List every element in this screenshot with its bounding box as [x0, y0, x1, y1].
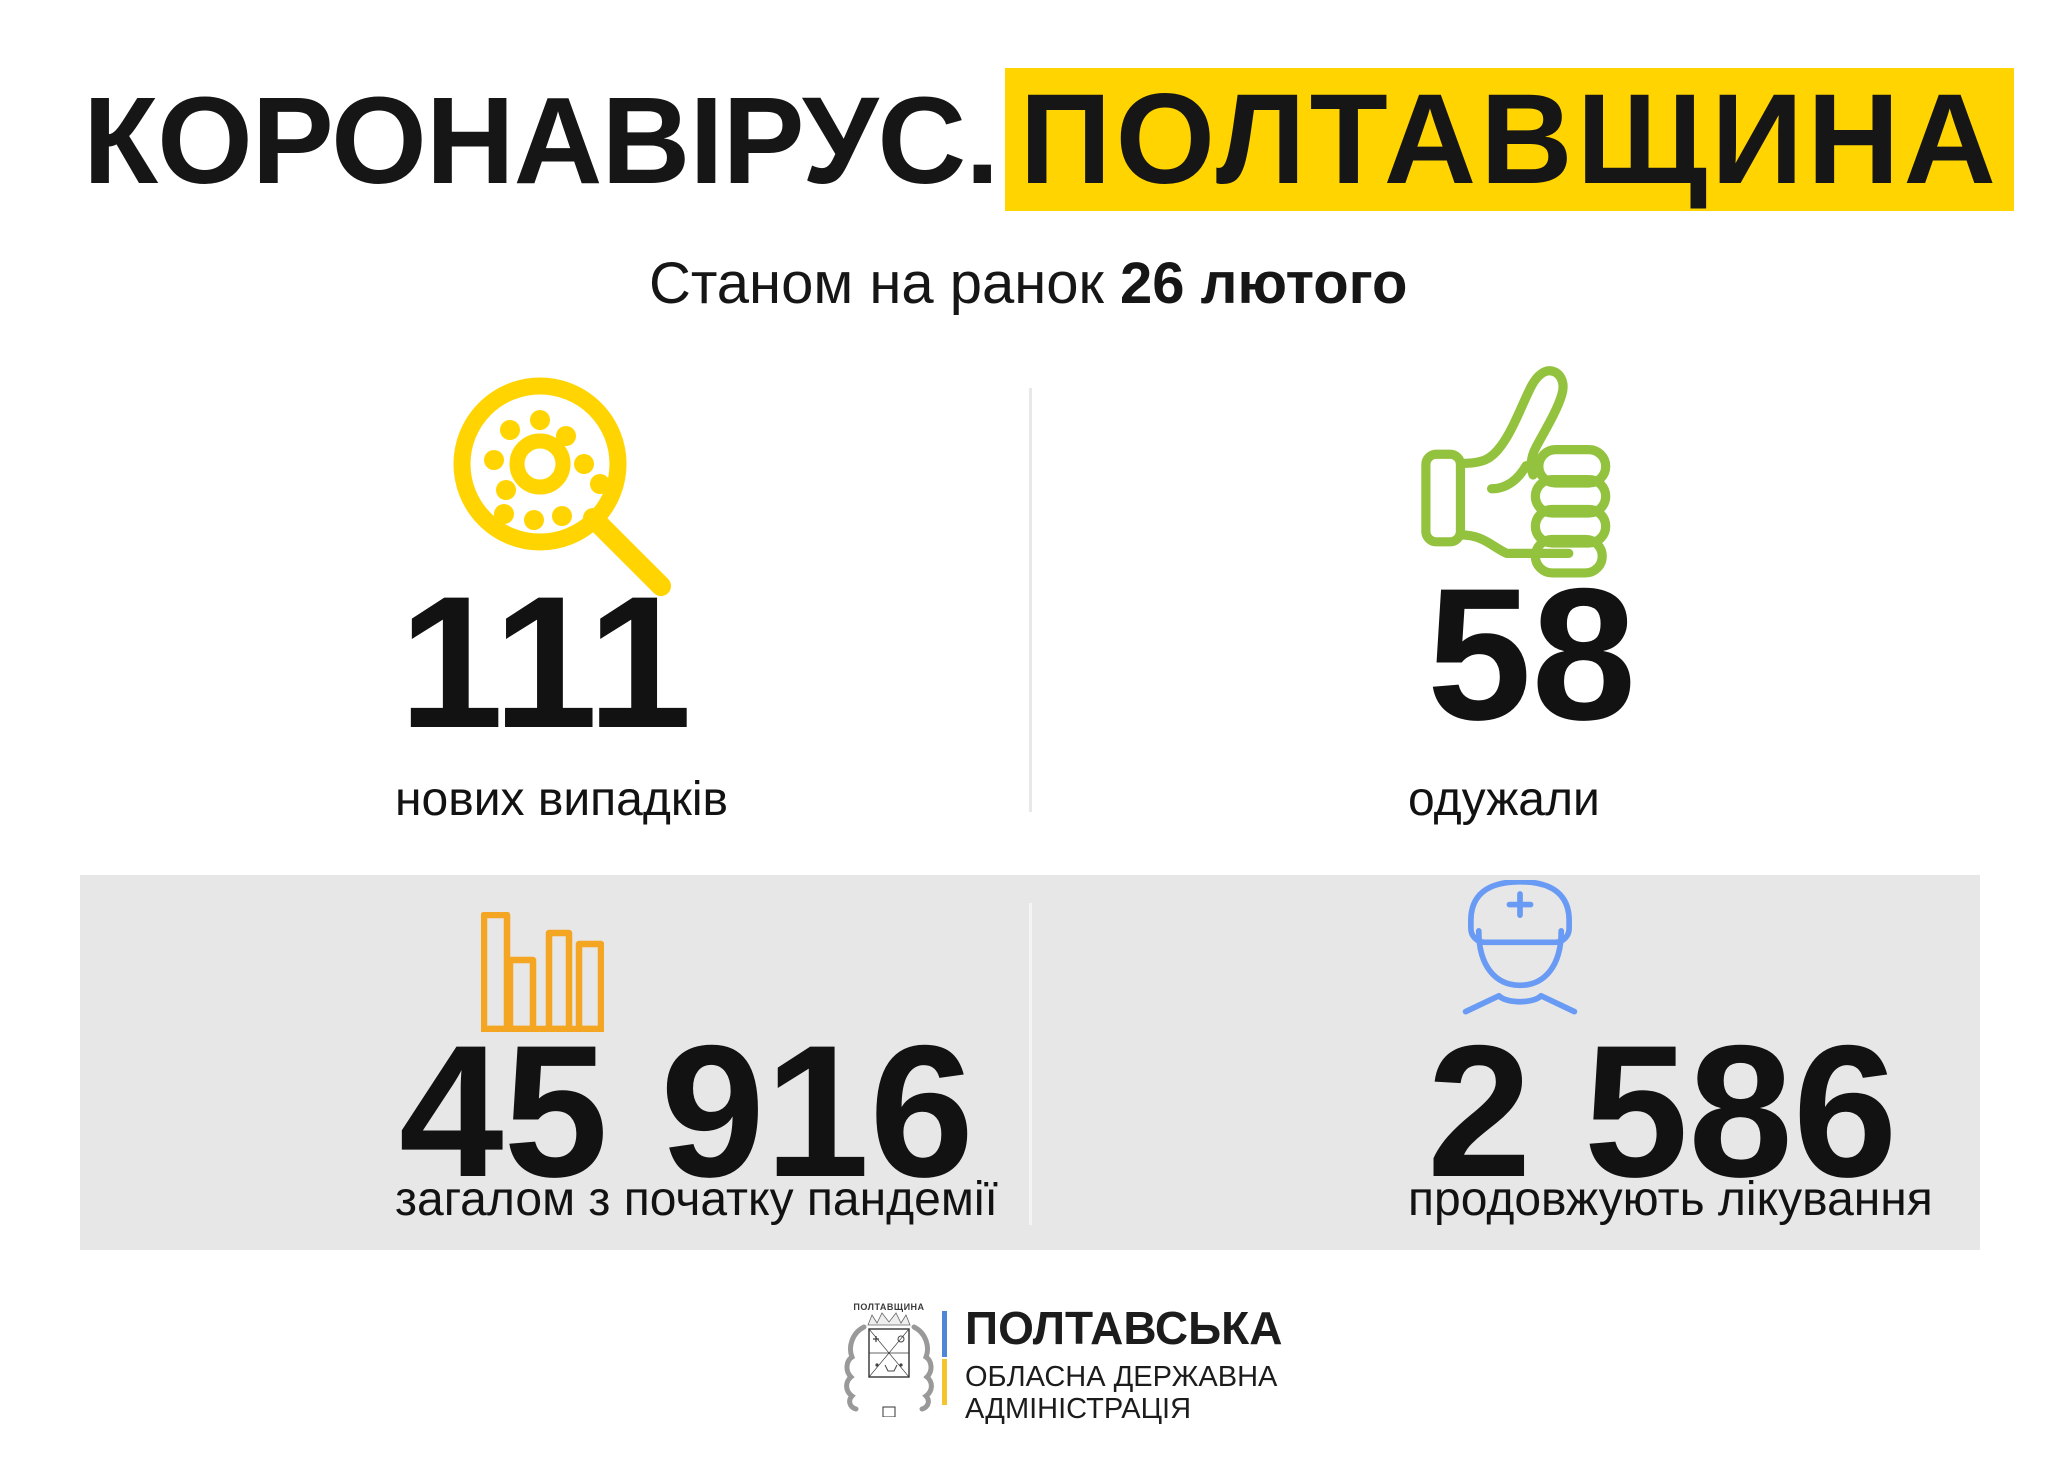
svg-text:ПОЛТАВЩИНА: ПОЛТАВЩИНА	[853, 1302, 924, 1312]
